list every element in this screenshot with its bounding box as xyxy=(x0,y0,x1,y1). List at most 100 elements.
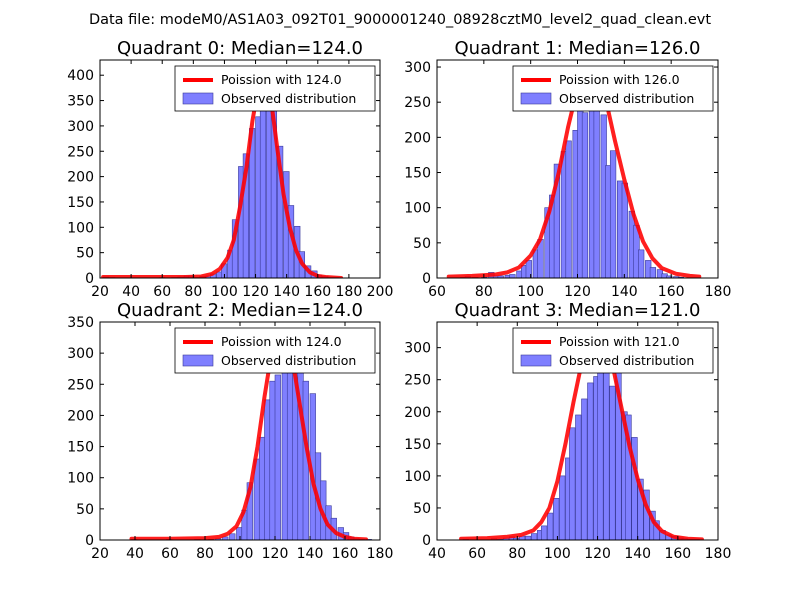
histogram-bar xyxy=(575,414,582,540)
histogram-bar xyxy=(222,536,229,540)
legend-bar-swatch xyxy=(520,92,552,105)
y-tick-label: 300 xyxy=(404,60,431,76)
histogram-bar xyxy=(625,414,632,540)
plot-title: Quadrant 0: Median=124.0 xyxy=(117,38,363,59)
x-tick-label: 40 xyxy=(126,546,144,562)
x-tick-label: 60 xyxy=(468,546,486,562)
histogram-bar xyxy=(638,249,645,278)
histogram-bar xyxy=(553,498,560,540)
legend-bar-swatch xyxy=(182,354,214,367)
legend-entry-fit: Poission with 124.0 xyxy=(221,334,342,349)
legend: Poission with 121.0 Observed distribution xyxy=(512,327,714,374)
y-tick-label: 100 xyxy=(404,469,431,485)
x-tick-label: 140 xyxy=(611,284,638,300)
histogram-bar xyxy=(609,385,616,540)
y-tick-label: 0 xyxy=(85,533,94,549)
legend-entry-fit: Poission with 121.0 xyxy=(559,334,680,349)
y-tick-label: 50 xyxy=(413,236,431,252)
axes-frame xyxy=(99,59,381,279)
y-tick-label: 250 xyxy=(67,377,94,393)
histogram-bar xyxy=(587,382,594,540)
histogram-bar xyxy=(565,140,572,278)
histogram-bar xyxy=(258,436,266,540)
histogram-bar xyxy=(297,352,304,540)
histogram-bar xyxy=(277,145,284,278)
y-tick-label: 250 xyxy=(404,95,431,111)
legend-entry-observed: Observed distribution xyxy=(221,353,356,368)
histogram-bar xyxy=(229,533,236,540)
x-tick-label: 160 xyxy=(664,546,691,562)
y-tick-label: 150 xyxy=(67,195,94,211)
x-tick-label: 120 xyxy=(564,284,591,300)
x-tick-label: 80 xyxy=(184,284,202,300)
histogram-bar xyxy=(264,399,271,540)
x-tick-label: 180 xyxy=(705,546,732,562)
legend-entry-observed: Observed distribution xyxy=(221,91,356,106)
x-tick-label: 160 xyxy=(304,284,331,300)
legend-entry-observed: Observed distribution xyxy=(559,353,694,368)
y-tick-label: 400 xyxy=(67,68,94,84)
x-tick-label: 140 xyxy=(273,284,300,300)
y-tick-label: 350 xyxy=(67,94,94,110)
x-tick-label: 180 xyxy=(705,284,732,300)
legend-box xyxy=(174,65,376,112)
x-tick-label: 40 xyxy=(428,546,446,562)
y-tick-label: 50 xyxy=(76,246,94,262)
x-tick-label: 100 xyxy=(211,284,238,300)
histogram-bar xyxy=(541,525,548,540)
x-tick-label: 80 xyxy=(508,546,526,562)
quadrant-2-plot: 20 40 60 80 100 120 140 160 180 0 50 100 150 200 250 30… xyxy=(67,300,393,562)
histogram-bar xyxy=(553,163,561,278)
x-tick-label: 100 xyxy=(227,546,254,562)
legend: Poission with 126.0 Observed distribution xyxy=(512,65,714,112)
figure-suptitle: Data file: modeM0/AS1A03_092T01_90000012… xyxy=(89,12,711,28)
plot-title: Quadrant 2: Median=124.0 xyxy=(117,300,363,321)
plot-area xyxy=(129,329,372,540)
y-tick-label: 200 xyxy=(404,405,431,421)
histogram-bar xyxy=(569,427,576,540)
x-tick-label: 100 xyxy=(544,546,571,562)
legend: Poission with 124.0 Observed distribution xyxy=(174,65,376,112)
histogram-bar xyxy=(286,359,294,540)
quadrant-3-plot: 40 60 80 100 120 140 160 180 0 50 100 150 200 250 300 Q… xyxy=(404,300,731,562)
y-tick-label: 100 xyxy=(67,471,94,487)
x-tick-label: 100 xyxy=(517,284,544,300)
histogram-bar xyxy=(512,537,520,540)
subplots: 20 40 60 80 100 120 140 160 180 20005010015020025… xyxy=(67,38,731,562)
legend-bar-swatch xyxy=(520,354,552,367)
plot-area xyxy=(446,66,702,278)
x-tick-label: 120 xyxy=(262,546,289,562)
plot-title: Quadrant 1: Median=126.0 xyxy=(455,38,701,59)
x-tick-label: 160 xyxy=(658,284,685,300)
histogram-bar xyxy=(597,347,604,540)
histogram-bar xyxy=(559,475,566,540)
y-tick-label: 350 xyxy=(67,315,94,331)
y-tick-label: 250 xyxy=(67,144,94,160)
y-tick-label: 200 xyxy=(404,130,431,146)
histogram-bar xyxy=(547,512,554,540)
legend: Poission with 124.0 Observed distribution xyxy=(174,327,376,374)
histogram-bar xyxy=(631,437,638,540)
histogram-bar xyxy=(269,380,276,540)
x-tick-label: 120 xyxy=(242,284,269,300)
x-tick-label: 180 xyxy=(367,546,394,562)
plot-title: Quadrant 3: Median=121.0 xyxy=(455,300,701,321)
y-tick-label: 150 xyxy=(67,440,94,456)
y-tick-label: 300 xyxy=(67,346,94,362)
x-tick-label: 60 xyxy=(161,546,179,562)
histogram-bar xyxy=(236,527,243,540)
x-tick-label: 20 xyxy=(91,284,109,300)
histogram-bar xyxy=(649,267,657,278)
x-tick-label: 80 xyxy=(196,546,214,562)
legend-entry-observed: Observed distribution xyxy=(559,91,694,106)
x-tick-label: 80 xyxy=(475,284,493,300)
y-tick-label: 0 xyxy=(422,533,431,549)
histogram-bar xyxy=(666,275,673,278)
x-tick-label: 40 xyxy=(122,284,140,300)
y-tick-label: 200 xyxy=(67,170,94,186)
x-tick-label: 60 xyxy=(153,284,171,300)
x-tick-label: 20 xyxy=(91,546,109,562)
y-tick-label: 150 xyxy=(404,437,431,453)
y-tick-label: 50 xyxy=(76,502,94,518)
